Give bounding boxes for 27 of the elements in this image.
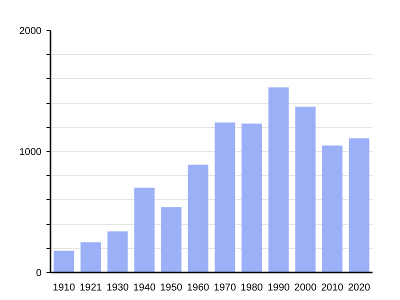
x-tick-label: 1950 bbox=[160, 282, 183, 294]
bar bbox=[268, 87, 289, 272]
bar bbox=[107, 231, 128, 272]
bar bbox=[242, 124, 262, 272]
bar bbox=[188, 164, 208, 272]
bar bbox=[348, 138, 370, 272]
y-tick-label: 2000 bbox=[19, 26, 42, 37]
bar bbox=[295, 106, 316, 272]
y-tick-label: 0 bbox=[36, 268, 42, 279]
x-tick-label: 1921 bbox=[80, 282, 102, 294]
x-tick-label: 2020 bbox=[348, 282, 371, 294]
x-tick-label: 1980 bbox=[240, 282, 264, 294]
bar bbox=[214, 122, 236, 272]
x-tick-label: 2010 bbox=[321, 282, 344, 294]
x-tick-label: 1940 bbox=[133, 282, 156, 294]
x-tick-label: 1970 bbox=[214, 282, 236, 294]
bar bbox=[80, 242, 101, 272]
bar bbox=[134, 188, 155, 272]
x-tick-label: 2000 bbox=[294, 282, 317, 294]
x-tick-label: 1930 bbox=[106, 282, 130, 294]
bar bbox=[322, 145, 342, 272]
y-tick-label: 1000 bbox=[19, 147, 42, 158]
x-tick-label: 1910 bbox=[52, 282, 76, 294]
x-tick-label: 1960 bbox=[186, 282, 210, 294]
bar bbox=[54, 250, 74, 272]
bar bbox=[161, 207, 182, 272]
x-tick-label: 1990 bbox=[267, 282, 290, 294]
